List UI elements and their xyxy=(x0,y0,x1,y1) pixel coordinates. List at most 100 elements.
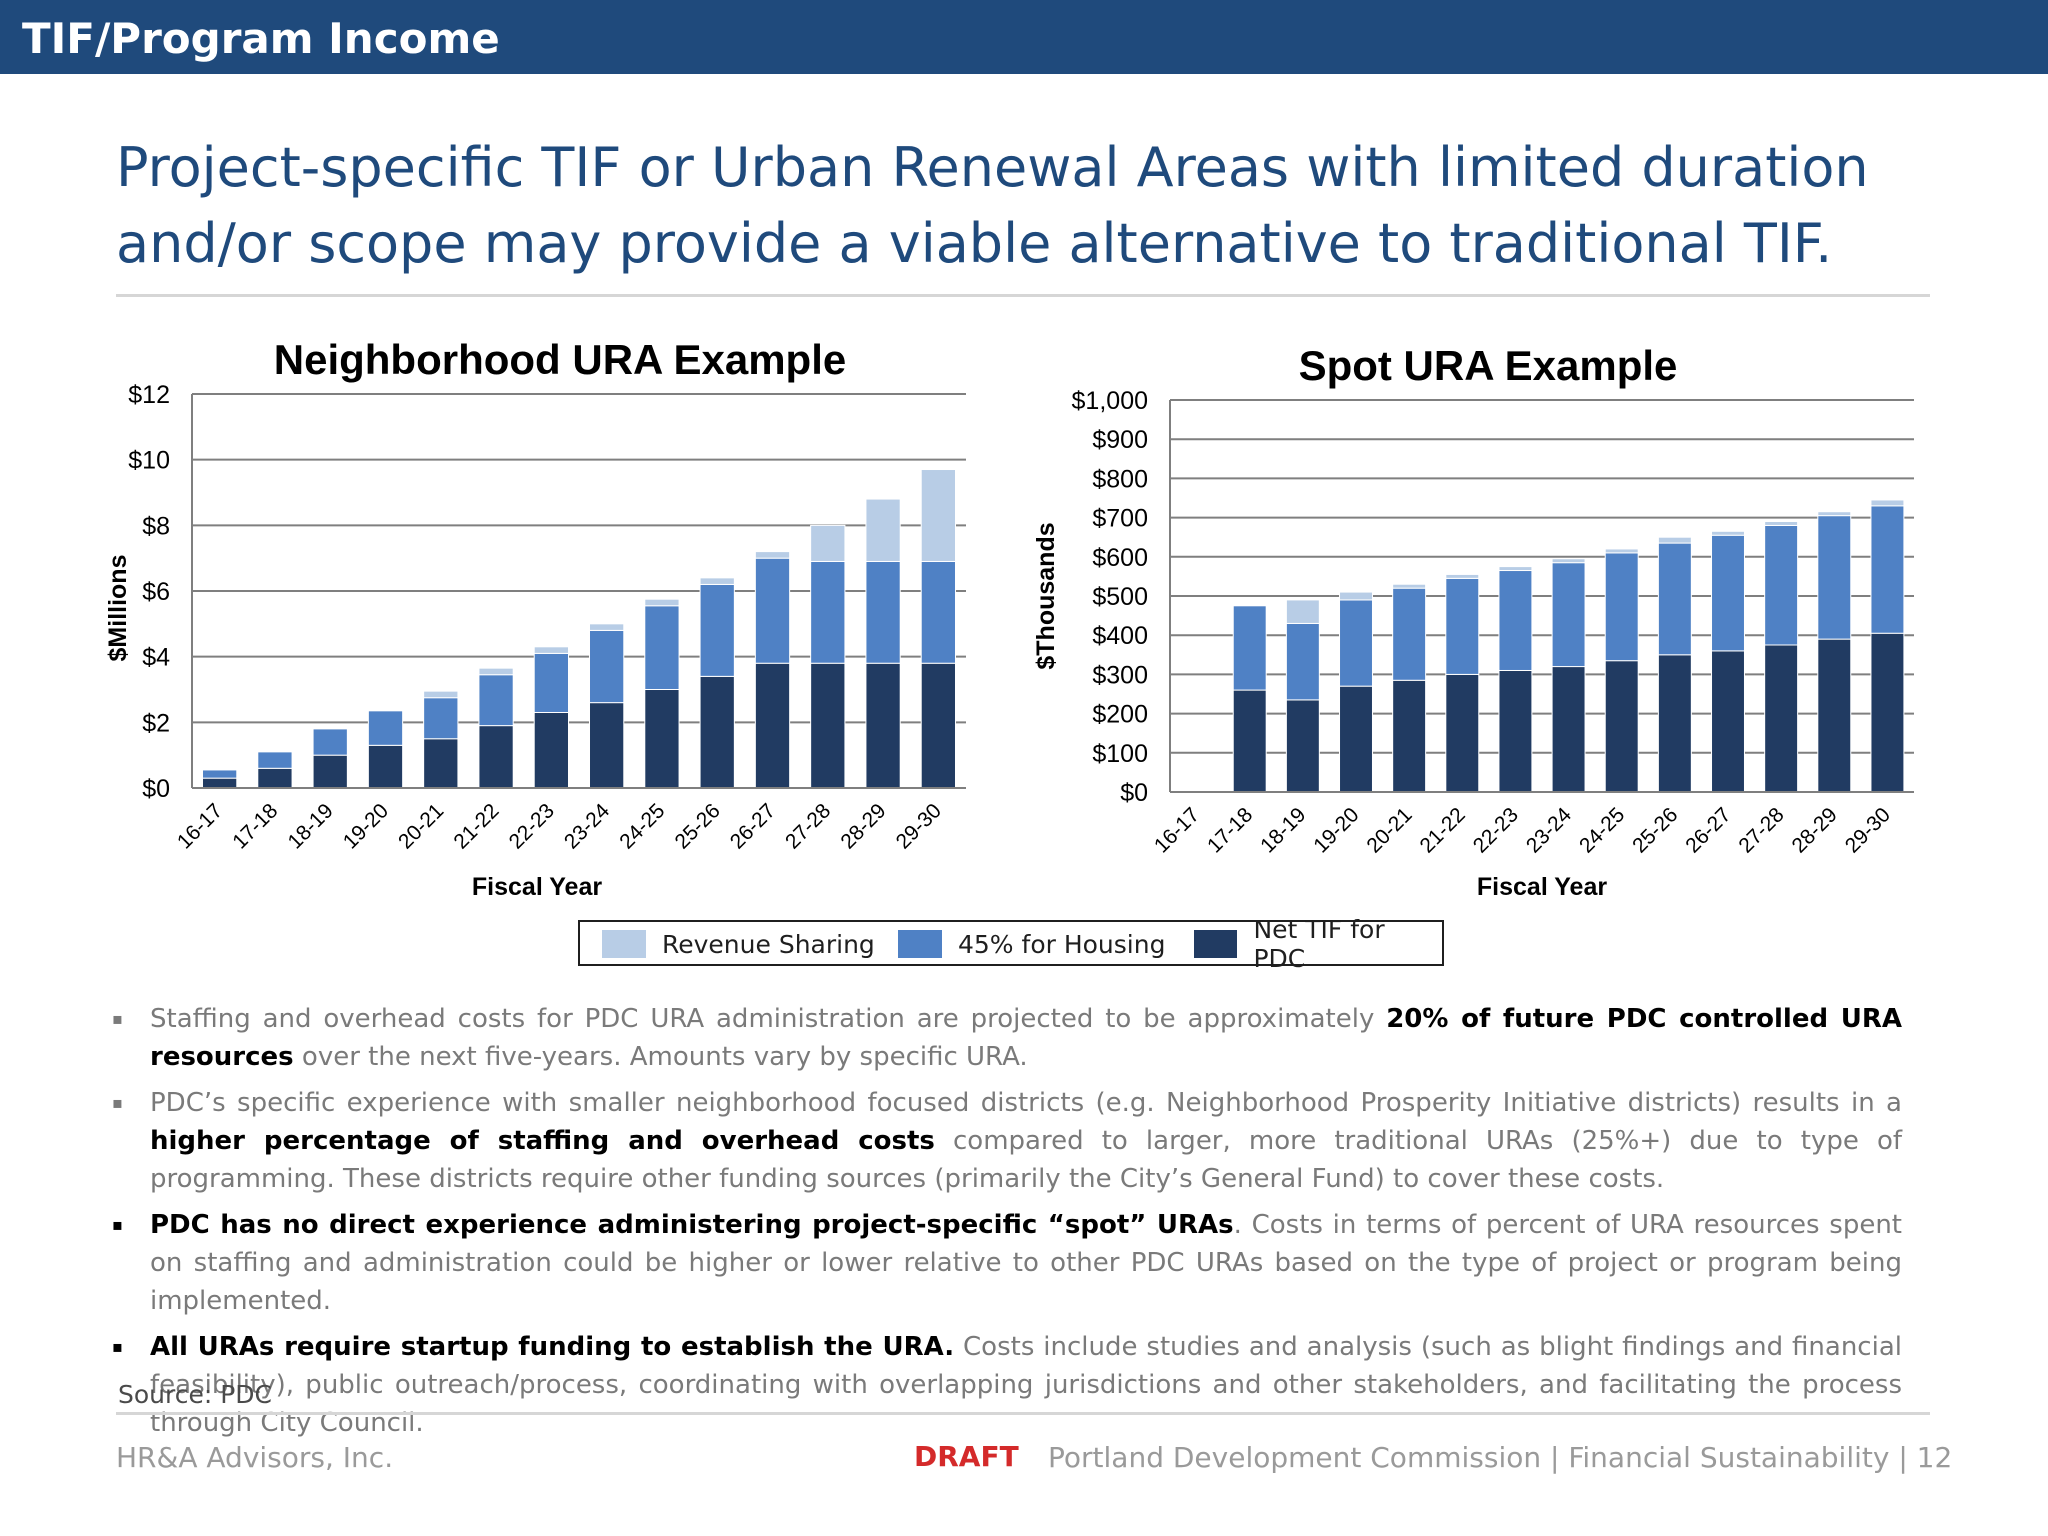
bar-segment xyxy=(699,675,735,789)
bullet-marker: ▪ xyxy=(112,1215,123,1234)
bar-segment xyxy=(1817,511,1852,517)
x-tick-label: 28-29 xyxy=(836,799,890,853)
bullet-marker: ▪ xyxy=(112,1093,123,1112)
bar-segment xyxy=(202,777,238,789)
bar-segment xyxy=(1657,654,1692,793)
y-tick-label: $500 xyxy=(1092,583,1148,611)
footer-page-info: Portland Development Commission | Financ… xyxy=(1048,1441,1953,1474)
bar-segment xyxy=(1870,632,1905,793)
bar-segment xyxy=(478,674,514,727)
chart-title: Spot URA Example xyxy=(1299,342,1678,389)
bar-segment xyxy=(478,725,514,789)
bar-segment xyxy=(478,667,514,676)
bullet-text: . Costs in terms of percent of URA resou… xyxy=(150,1210,1902,1316)
bullet-text: PDC’s specific experience with smaller n… xyxy=(150,1088,1902,1118)
legend-label: 45% for Housing xyxy=(958,929,1166,959)
bullet-bold-text: PDC has no direct experience administeri… xyxy=(150,1210,1234,1240)
y-axis-label: $Thousands xyxy=(1032,522,1060,669)
x-tick-label: 19-20 xyxy=(1309,803,1363,857)
bar-segment xyxy=(1392,587,1427,681)
bar-segment xyxy=(1445,573,1480,579)
bullet-marker: ▪ xyxy=(112,1009,123,1028)
bar-segment xyxy=(920,662,956,789)
bar-segment xyxy=(1817,638,1852,793)
y-tick-label: $8 xyxy=(142,512,170,540)
x-tick-label: 19-20 xyxy=(339,799,393,853)
y-tick-label: $800 xyxy=(1092,465,1148,493)
bar-segment xyxy=(202,769,238,779)
source-note: Source: PDC xyxy=(118,1380,273,1409)
bar-segment xyxy=(1392,679,1427,793)
bar-segment xyxy=(1232,605,1267,691)
bar-segment xyxy=(367,710,404,746)
bar-segment xyxy=(1498,566,1533,572)
x-tick-label: 17-18 xyxy=(1203,803,1257,857)
bullet-text: over the next five-years. Amounts vary b… xyxy=(293,1042,1028,1072)
bullet-item: ▪ PDC’s specific experience with smaller … xyxy=(112,1084,1902,1198)
bullet-item: ▪ All URAs require startup funding to est… xyxy=(112,1328,1902,1442)
bar-segment xyxy=(1764,521,1799,526)
x-tick-label: 27-28 xyxy=(781,799,835,853)
bar-segment xyxy=(1870,505,1905,634)
x-tick-label: 22-23 xyxy=(1469,803,1523,857)
y-tick-label: $600 xyxy=(1092,544,1148,572)
bar-segment xyxy=(533,652,569,713)
x-tick-label: 20-21 xyxy=(1362,803,1416,857)
bar-segment xyxy=(754,551,791,559)
x-tick-label: 22-23 xyxy=(505,799,559,853)
bar-segment xyxy=(1339,685,1373,793)
bullet-list: ▪ Staffing and overhead costs for PDC URA… xyxy=(112,1000,1902,1450)
y-tick-label: $0 xyxy=(1120,779,1148,807)
x-tick-label: 25-26 xyxy=(1628,803,1682,857)
bar-segment xyxy=(1657,542,1692,656)
bullet-text: Costs include studies and analysis (such… xyxy=(150,1332,1902,1438)
footer-company: HR&A Advisors, Inc. xyxy=(116,1441,394,1474)
legend-item-revenue-sharing: Revenue Sharing xyxy=(602,929,875,959)
legend-item-housing: 45% for Housing xyxy=(898,929,1166,959)
bar-segment xyxy=(1285,622,1320,701)
bar-segment xyxy=(533,711,569,789)
bar-segment xyxy=(699,577,735,585)
y-tick-label: $400 xyxy=(1092,622,1148,650)
bar-segment xyxy=(754,557,791,664)
bar-segment xyxy=(1498,669,1533,793)
bar-segment xyxy=(1445,577,1480,675)
legend-label: Revenue Sharing xyxy=(662,929,875,959)
bar-segment xyxy=(367,744,404,789)
bar-segment xyxy=(810,560,846,664)
bar-segment xyxy=(533,646,569,654)
bar-segment xyxy=(1604,552,1639,662)
footer-divider xyxy=(116,1412,1930,1415)
bar-segment xyxy=(1711,650,1745,793)
y-tick-label: $0 xyxy=(142,775,170,803)
bar-segment xyxy=(257,767,293,789)
bar-segment xyxy=(865,560,901,664)
legend-swatch xyxy=(898,930,942,958)
x-tick-label: 20-21 xyxy=(394,799,448,853)
bar-segment xyxy=(699,583,735,677)
bar-segment xyxy=(589,629,625,704)
bar-segment xyxy=(1604,660,1639,793)
x-tick-label: 16-17 xyxy=(173,799,227,853)
bar-segment xyxy=(1817,515,1852,640)
bar-segment xyxy=(754,662,791,789)
bar-segment xyxy=(644,598,680,607)
bar-segment xyxy=(1551,558,1586,564)
headline: Project-specific TIF or Urban Renewal Ar… xyxy=(116,136,1869,275)
x-tick-label: 26-27 xyxy=(1681,803,1735,857)
bar-segment xyxy=(865,662,901,789)
bar-segment xyxy=(1339,591,1373,601)
bar-segment xyxy=(920,469,956,562)
x-tick-label: 28-29 xyxy=(1788,803,1842,857)
bar-segment xyxy=(423,738,459,789)
bar-segment xyxy=(1232,689,1267,793)
x-tick-label: 17-18 xyxy=(228,799,282,853)
bullet-text: Staffing and overhead costs for PDC URA … xyxy=(150,1004,1387,1034)
bar-segment xyxy=(810,524,846,562)
bar-segment xyxy=(1392,583,1427,589)
x-tick-label: 18-19 xyxy=(1256,803,1310,857)
bar-segment xyxy=(865,498,901,562)
y-tick-label: $10 xyxy=(128,447,170,475)
x-tick-label: 21-22 xyxy=(449,799,503,853)
x-tick-label: 16-17 xyxy=(1150,803,1204,857)
